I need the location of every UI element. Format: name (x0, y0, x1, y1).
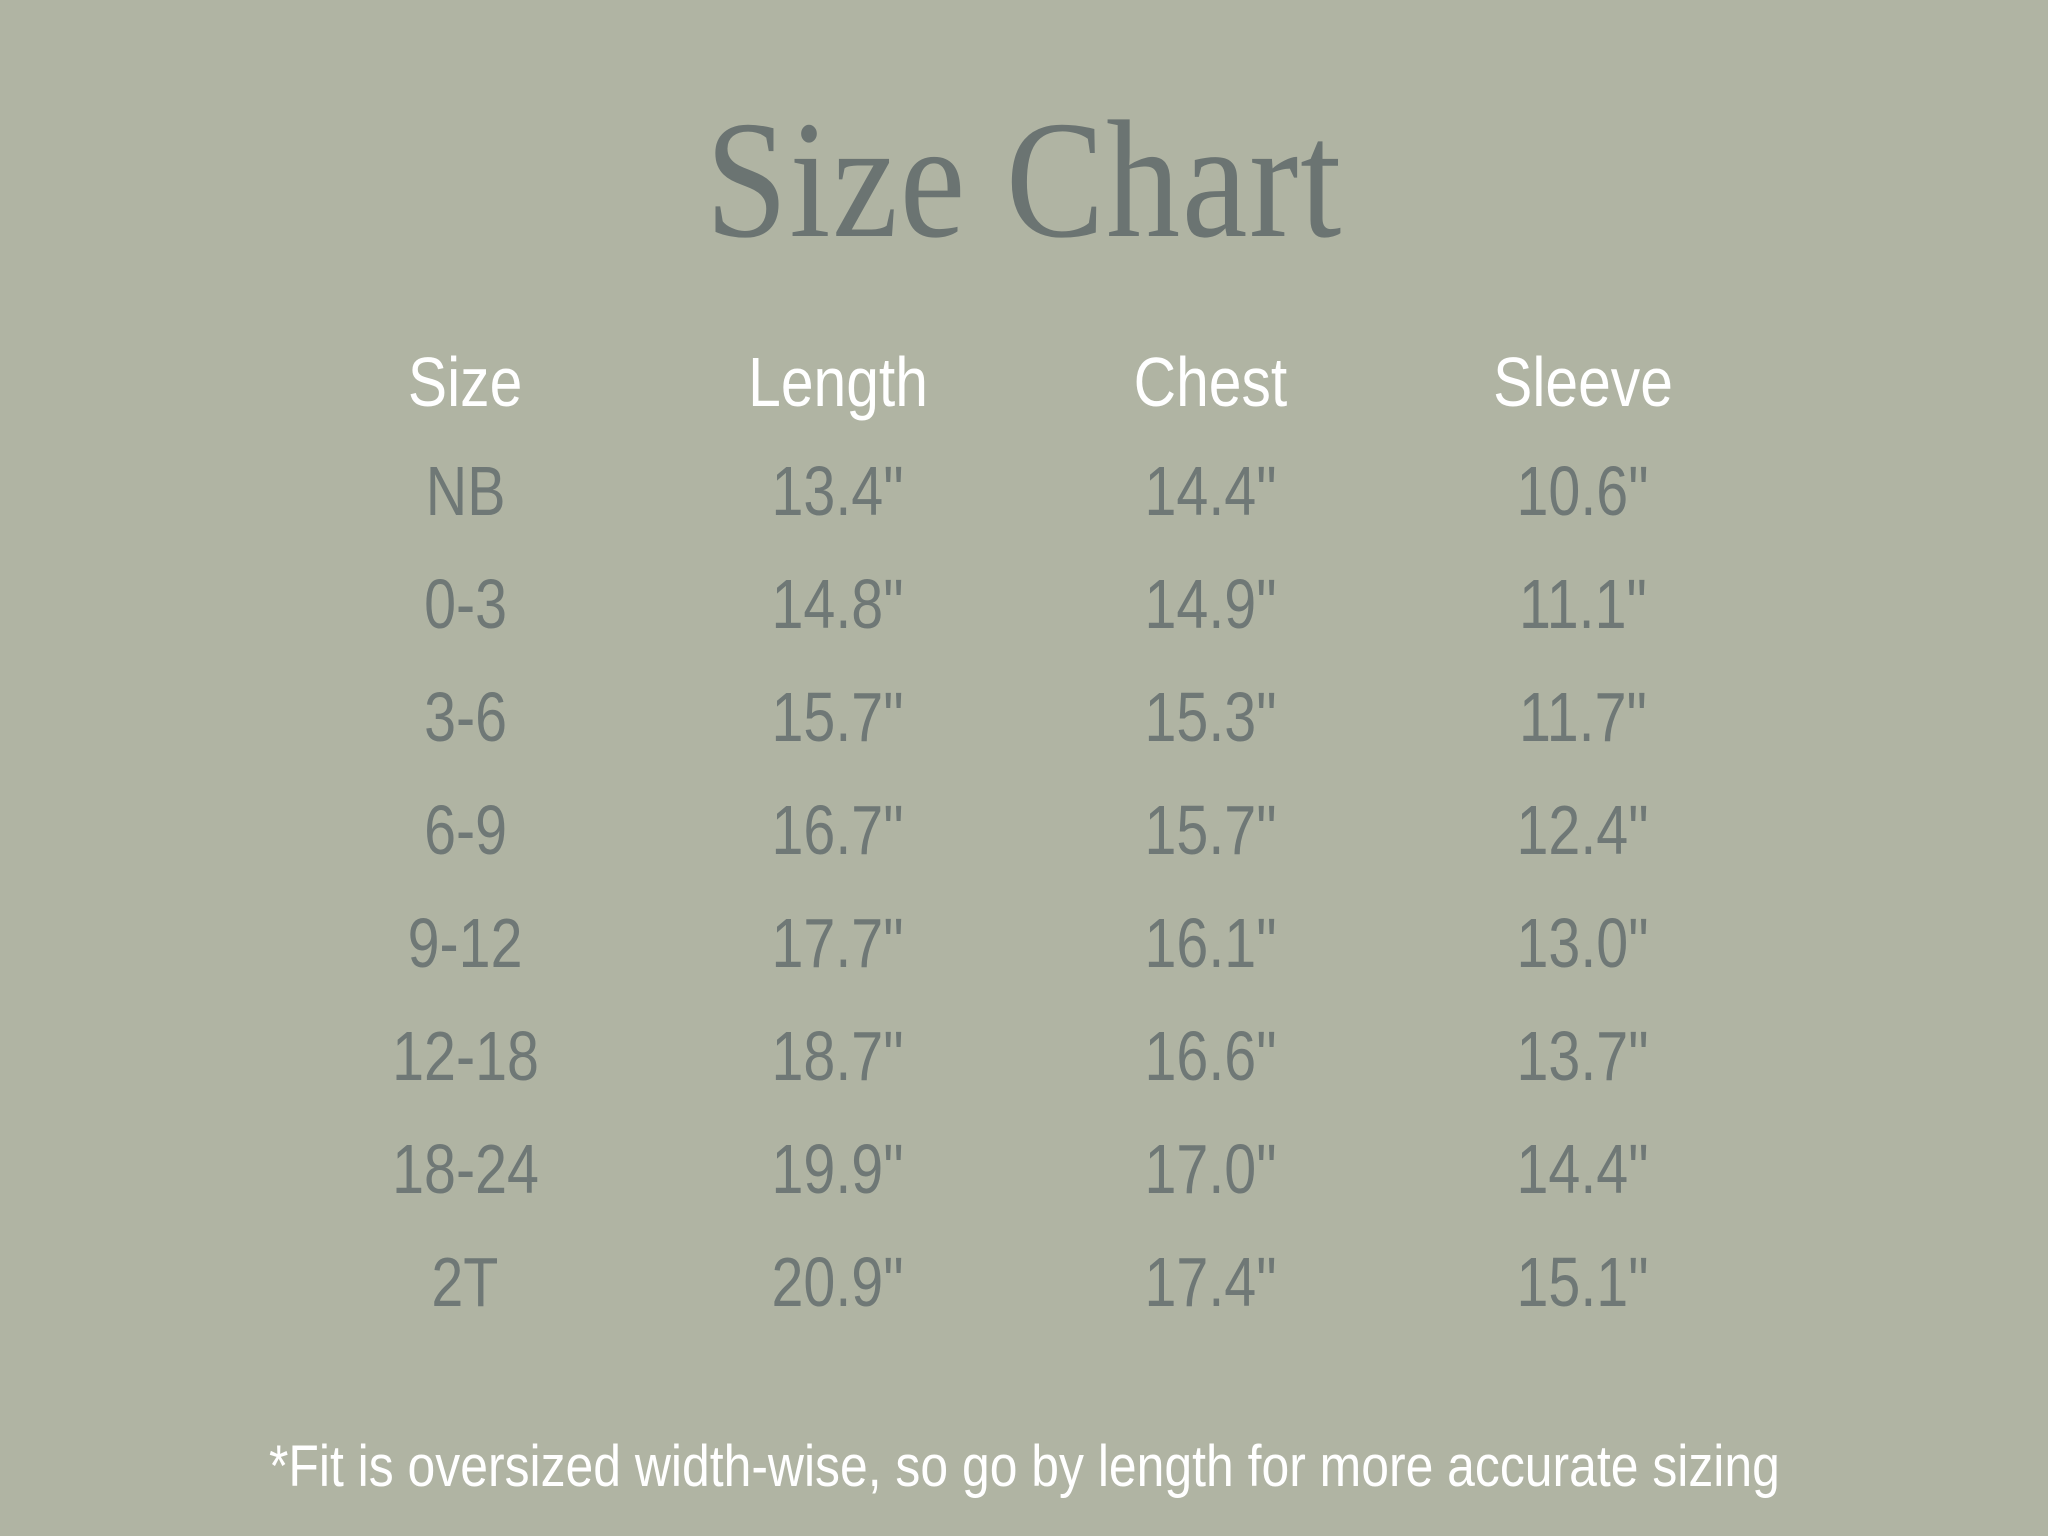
cell-sleeve: 10.6" (1397, 434, 1770, 547)
cell-chest: 14.9" (1024, 547, 1397, 660)
cell-length: 20.9" (652, 1225, 1025, 1338)
cell-size-value: 3-6 (423, 677, 507, 756)
cell-size-value: 6-9 (423, 790, 507, 869)
cell-size: 18-24 (279, 1112, 652, 1225)
cell-chest: 17.0" (1024, 1112, 1397, 1225)
table-row: 18-24 19.9" 17.0" 14.4" (279, 1112, 1769, 1225)
cell-length-value: 13.4" (771, 451, 904, 530)
cell-length-value: 19.9" (771, 1129, 904, 1208)
size-chart-table: Size Length Chest Sleeve NB 13.4" 14.4" … (279, 330, 1769, 1338)
cell-sleeve-value: 15.1" (1516, 1242, 1649, 1321)
table-row: 9-12 17.7" 16.1" 13.0" (279, 886, 1769, 999)
table-row: 12-18 18.7" 16.6" 13.7" (279, 999, 1769, 1112)
footnote: *Fit is oversized width-wise, so go by l… (0, 1433, 2048, 1500)
cell-length: 15.7" (652, 660, 1025, 773)
cell-sleeve-value: 12.4" (1516, 790, 1649, 869)
cell-size: 12-18 (279, 999, 652, 1112)
cell-size: NB (279, 434, 652, 547)
cell-sleeve: 12.4" (1397, 773, 1770, 886)
cell-chest: 16.1" (1024, 886, 1397, 999)
column-header-chest-label: Chest (1133, 343, 1288, 421)
cell-length: 19.9" (652, 1112, 1025, 1225)
cell-length: 13.4" (652, 434, 1025, 547)
table-row: 2T 20.9" 17.4" 15.1" (279, 1225, 1769, 1338)
table-header: Size Length Chest Sleeve (279, 330, 1769, 434)
cell-chest: 16.6" (1024, 999, 1397, 1112)
cell-length: 14.8" (652, 547, 1025, 660)
cell-sleeve: 13.7" (1397, 999, 1770, 1112)
cell-chest-value: 14.4" (1144, 451, 1277, 530)
table-header-row: Size Length Chest Sleeve (279, 330, 1769, 434)
cell-sleeve: 11.7" (1397, 660, 1770, 773)
column-header-sleeve-label: Sleeve (1492, 343, 1673, 421)
cell-size-value: 12-18 (391, 1016, 539, 1095)
cell-sleeve-value: 10.6" (1516, 451, 1649, 530)
cell-sleeve-value: 11.1" (1518, 564, 1647, 643)
cell-size: 9-12 (279, 886, 652, 999)
cell-size-value: NB (425, 451, 506, 530)
cell-sleeve: 15.1" (1397, 1225, 1770, 1338)
size-chart-table-wrap: Size Length Chest Sleeve NB 13.4" 14.4" … (279, 330, 1769, 1338)
cell-length: 17.7" (652, 886, 1025, 999)
cell-length: 16.7" (652, 773, 1025, 886)
column-header-chest: Chest (1024, 330, 1397, 434)
cell-size: 6-9 (279, 773, 652, 886)
cell-chest-value: 17.0" (1144, 1129, 1277, 1208)
cell-chest-value: 17.4" (1144, 1242, 1277, 1321)
cell-size-value: 9-12 (407, 903, 523, 982)
table-body: NB 13.4" 14.4" 10.6" 0-3 14.8" 14.9" 11.… (279, 434, 1769, 1338)
table-row: NB 13.4" 14.4" 10.6" (279, 434, 1769, 547)
table-row: 0-3 14.8" 14.9" 11.1" (279, 547, 1769, 660)
cell-chest-value: 16.6" (1144, 1016, 1277, 1095)
cell-chest-value: 15.3" (1144, 677, 1277, 756)
cell-chest: 14.4" (1024, 434, 1397, 547)
cell-sleeve-value: 13.7" (1516, 1016, 1649, 1095)
cell-length: 18.7" (652, 999, 1025, 1112)
cell-sleeve: 11.1" (1397, 547, 1770, 660)
cell-sleeve: 13.0" (1397, 886, 1770, 999)
table-row: 3-6 15.7" 15.3" 11.7" (279, 660, 1769, 773)
cell-chest-value: 16.1" (1144, 903, 1277, 982)
cell-size-value: 18-24 (391, 1129, 539, 1208)
table-row: 6-9 16.7" 15.7" 12.4" (279, 773, 1769, 886)
cell-chest: 17.4" (1024, 1225, 1397, 1338)
cell-sleeve-value: 14.4" (1516, 1129, 1649, 1208)
cell-size-value: 0-3 (423, 564, 507, 643)
cell-size: 2T (279, 1225, 652, 1338)
column-header-length: Length (652, 330, 1025, 434)
cell-length-value: 14.8" (771, 564, 904, 643)
cell-sleeve: 14.4" (1397, 1112, 1770, 1225)
page-title: Size Chart (705, 87, 1343, 273)
cell-size-value: 2T (431, 1242, 499, 1321)
cell-size: 0-3 (279, 547, 652, 660)
cell-size: 3-6 (279, 660, 652, 773)
cell-length-value: 18.7" (771, 1016, 904, 1095)
cell-chest-value: 14.9" (1144, 564, 1277, 643)
cell-length-value: 17.7" (771, 903, 904, 982)
cell-chest: 15.3" (1024, 660, 1397, 773)
column-header-size: Size (279, 330, 652, 434)
cell-length-value: 20.9" (771, 1242, 904, 1321)
cell-length-value: 16.7" (771, 790, 904, 869)
cell-sleeve-value: 11.7" (1518, 677, 1647, 756)
cell-sleeve-value: 13.0" (1516, 903, 1649, 982)
column-header-size-label: Size (408, 343, 523, 421)
footnote-text: *Fit is oversized width-wise, so go by l… (268, 1434, 1780, 1499)
cell-length-value: 15.7" (771, 677, 904, 756)
column-header-length-label: Length (747, 343, 928, 421)
cell-chest-value: 15.7" (1144, 790, 1277, 869)
cell-chest: 15.7" (1024, 773, 1397, 886)
column-header-sleeve: Sleeve (1397, 330, 1770, 434)
